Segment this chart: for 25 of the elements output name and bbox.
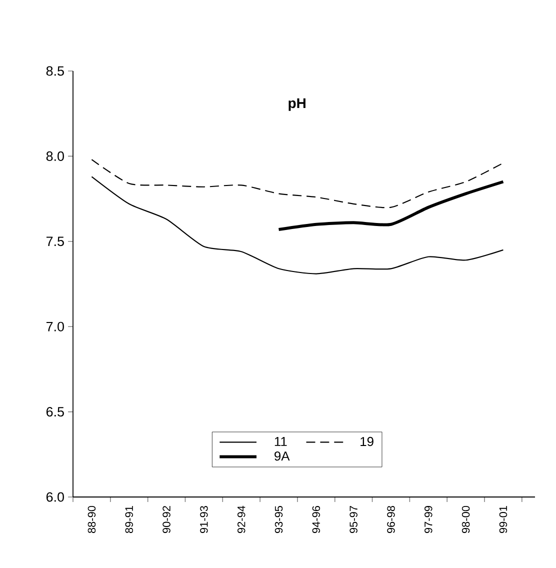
x-tick-label: 90-92 [162, 506, 170, 534]
x-tick-label: 93-95 [274, 506, 283, 534]
x-tick-label: 98-00 [462, 506, 470, 534]
legend-label: 9A [274, 451, 290, 461]
y-tick-label: 7.0 [46, 322, 64, 332]
y-tick-label: 8.5 [46, 66, 64, 76]
y-tick-label: 6.5 [46, 407, 64, 417]
x-tick-label: 92-94 [237, 506, 246, 534]
x-tick-label: 94-96 [312, 506, 320, 534]
x-tick-label: 97-99 [424, 506, 432, 534]
line-series [277, 180, 505, 231]
x-tick-label: 95-97 [350, 506, 358, 534]
line-series [91, 159, 504, 208]
legend-label: 19 [360, 436, 374, 446]
y-tick-label: 8.0 [46, 151, 64, 161]
text: pH [288, 98, 306, 111]
x-tick-label: 96-98 [387, 506, 395, 534]
line-series [91, 176, 504, 274]
x-tick-label: 88-90 [88, 506, 96, 534]
x-tick-label: 89-91 [125, 506, 133, 534]
x-tick-label: 91-93 [200, 506, 208, 534]
x-tick-label: 99-01 [499, 506, 508, 534]
y-tick-label: 7.5 [46, 236, 64, 246]
y-tick-label: 6.0 [46, 492, 64, 502]
legend-label: 11 [274, 437, 287, 446]
